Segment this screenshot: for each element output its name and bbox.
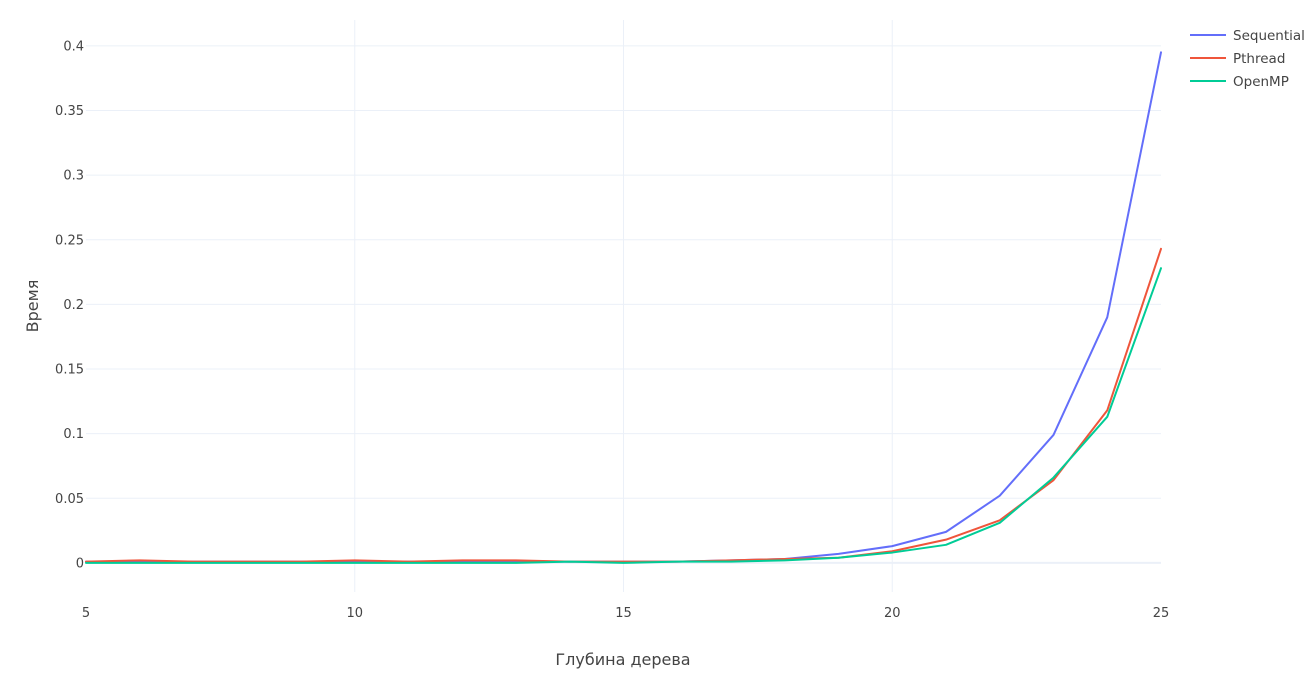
series-line-openmp (85, 267, 1162, 564)
series-line-pthread (85, 247, 1162, 563)
y-tick-label: 0 (76, 556, 84, 571)
legend-item-openmp[interactable]: OpenMP (1190, 74, 1289, 90)
y-axis-title: Время (23, 280, 42, 333)
x-tick-label: 20 (884, 606, 901, 621)
series-layer (85, 51, 1162, 564)
y-tick-label: 0.05 (55, 492, 84, 507)
legend: Sequential Pthread OpenMP (1190, 28, 1305, 90)
y-tick-label: 0.25 (55, 233, 84, 248)
y-tick-label: 0.3 (63, 169, 84, 184)
y-tick-label: 0.35 (55, 104, 84, 119)
x-axis-title: Глубина дерева (555, 650, 690, 669)
grid-layer (86, 20, 1161, 592)
y-tick-label: 0.4 (63, 39, 84, 54)
legend-item-sequential[interactable]: Sequential (1190, 28, 1305, 44)
legend-label: OpenMP (1233, 74, 1289, 90)
y-tick-label: 0.2 (63, 298, 84, 313)
x-tick-label: 15 (615, 606, 632, 621)
legend-label: Sequential (1233, 28, 1305, 44)
y-tick-labels: 0 0.05 0.1 0.15 0.2 0.25 0.3 0.35 0.4 (55, 39, 84, 571)
x-tick-label: 10 (346, 606, 363, 621)
y-tick-label: 0.1 (63, 427, 84, 442)
legend-label: Pthread (1233, 51, 1285, 67)
x-tick-label: 5 (82, 606, 90, 621)
legend-item-pthread[interactable]: Pthread (1190, 51, 1285, 67)
y-tick-label: 0.15 (55, 363, 84, 378)
x-tick-label: 25 (1153, 606, 1170, 621)
x-tick-labels: 5 10 15 20 25 (82, 606, 1169, 621)
